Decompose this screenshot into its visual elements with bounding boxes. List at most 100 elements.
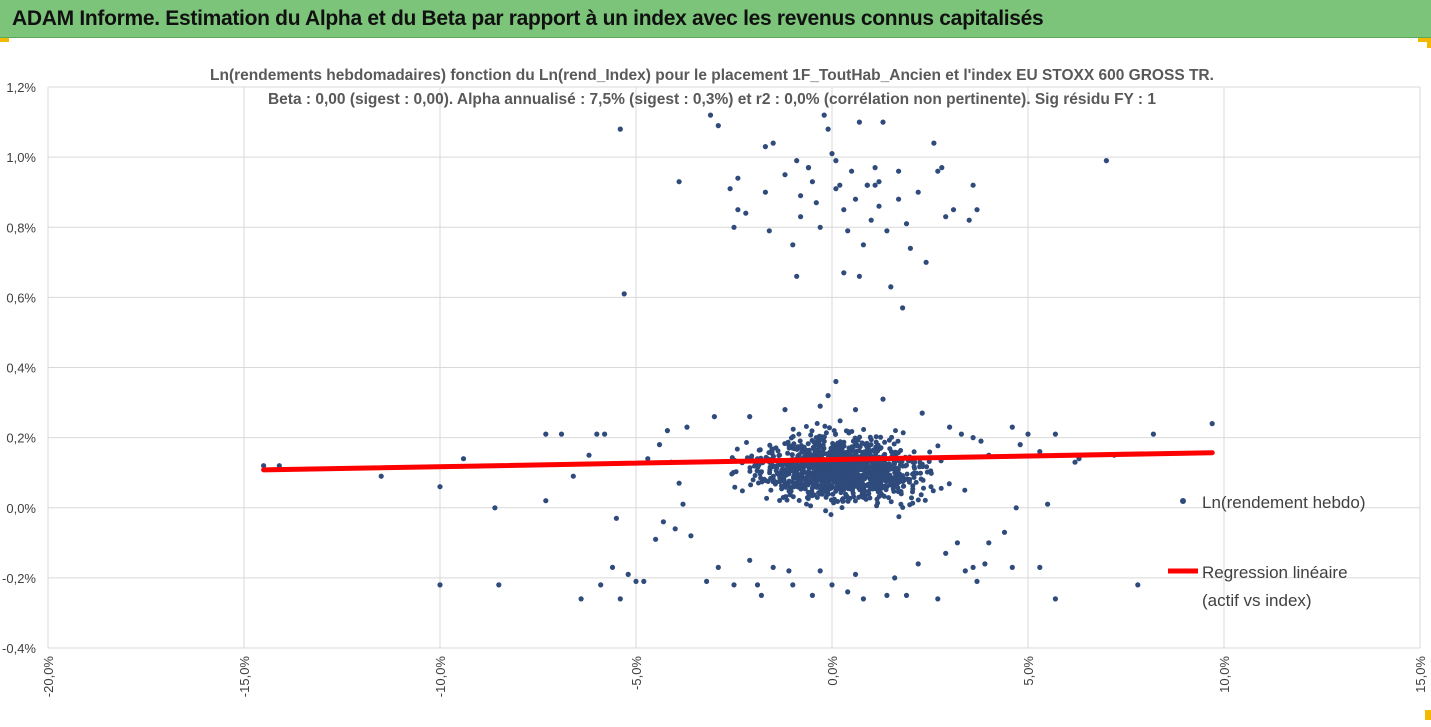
data-point bbox=[617, 596, 623, 602]
data-point bbox=[1009, 564, 1015, 571]
data-point bbox=[903, 592, 910, 599]
data-point bbox=[867, 495, 873, 501]
data-point bbox=[927, 449, 933, 455]
data-point bbox=[754, 582, 761, 588]
data-point bbox=[820, 480, 826, 486]
data-point bbox=[805, 441, 811, 447]
data-point bbox=[896, 196, 902, 202]
data-point bbox=[880, 477, 885, 483]
data-point bbox=[879, 473, 885, 479]
data-point bbox=[970, 182, 976, 188]
data-point bbox=[818, 452, 823, 458]
data-point bbox=[943, 214, 949, 220]
data-point bbox=[785, 450, 791, 456]
corner-mark-left bbox=[0, 38, 9, 42]
legend-label-line-2: (actif vs index) bbox=[1202, 591, 1312, 610]
data-point bbox=[846, 445, 852, 451]
data-point bbox=[861, 476, 867, 482]
data-point bbox=[821, 112, 827, 118]
data-point bbox=[798, 478, 804, 484]
data-point bbox=[782, 441, 788, 447]
data-point bbox=[888, 284, 894, 290]
data-point bbox=[804, 501, 809, 507]
data-point bbox=[886, 495, 892, 501]
data-point bbox=[880, 119, 886, 125]
data-point bbox=[872, 165, 878, 171]
data-point bbox=[800, 469, 806, 475]
data-point bbox=[877, 489, 883, 495]
data-point bbox=[1009, 424, 1015, 430]
data-point bbox=[609, 564, 616, 571]
data-point bbox=[841, 270, 847, 276]
data-point bbox=[578, 596, 584, 602]
data-point bbox=[794, 273, 800, 279]
data-point bbox=[821, 434, 827, 440]
data-point bbox=[913, 479, 919, 485]
data-point bbox=[1103, 158, 1109, 164]
data-point bbox=[947, 424, 953, 430]
data-point bbox=[809, 179, 816, 185]
data-point bbox=[759, 469, 764, 475]
data-point bbox=[858, 462, 864, 468]
x-tick-label: 5,0% bbox=[1021, 656, 1036, 686]
data-point bbox=[920, 477, 926, 483]
y-tick-label: -0,2% bbox=[2, 571, 36, 586]
data-point bbox=[770, 446, 776, 452]
corner-mark-right-vertical bbox=[1427, 38, 1431, 48]
data-point bbox=[843, 470, 848, 476]
data-point bbox=[688, 533, 694, 539]
data-point bbox=[903, 221, 910, 227]
data-point bbox=[871, 473, 876, 479]
data-point bbox=[828, 512, 834, 518]
data-point bbox=[558, 431, 565, 437]
data-point bbox=[704, 578, 710, 585]
data-point bbox=[768, 487, 774, 493]
data-point bbox=[866, 482, 872, 488]
regression-line bbox=[261, 450, 1215, 473]
x-tick-label: -20,0% bbox=[41, 656, 56, 698]
data-point bbox=[863, 468, 869, 473]
data-point bbox=[770, 564, 776, 571]
data-point bbox=[543, 431, 549, 437]
data-point bbox=[790, 445, 796, 451]
data-point bbox=[791, 441, 797, 447]
data-point bbox=[800, 449, 806, 455]
data-point bbox=[970, 564, 976, 571]
data-point bbox=[586, 452, 592, 458]
data-point bbox=[811, 446, 817, 452]
y-tick-label: 0,8% bbox=[6, 220, 36, 235]
data-point bbox=[767, 470, 773, 476]
data-point bbox=[837, 418, 843, 424]
data-point bbox=[919, 410, 925, 416]
data-point bbox=[859, 440, 865, 446]
data-point bbox=[922, 497, 928, 503]
data-point bbox=[825, 393, 831, 399]
data-point bbox=[868, 217, 874, 223]
data-point bbox=[781, 477, 787, 483]
data-point bbox=[747, 468, 753, 474]
data-point bbox=[950, 207, 957, 213]
y-tick-label: 0,0% bbox=[6, 501, 36, 516]
data-point bbox=[830, 442, 836, 448]
data-point bbox=[747, 414, 753, 420]
data-point bbox=[852, 571, 859, 578]
data-point bbox=[935, 596, 941, 602]
data-point bbox=[782, 407, 788, 413]
data-point bbox=[867, 434, 873, 440]
data-point bbox=[815, 477, 821, 483]
data-point bbox=[816, 490, 822, 496]
data-point bbox=[861, 488, 867, 494]
data-point bbox=[437, 484, 443, 490]
data-point bbox=[803, 424, 809, 429]
data-point bbox=[849, 168, 855, 174]
data-point bbox=[857, 476, 863, 482]
data-point bbox=[930, 488, 936, 494]
data-point bbox=[895, 489, 901, 495]
data-point bbox=[672, 526, 678, 532]
data-point bbox=[758, 592, 765, 599]
data-point bbox=[798, 214, 804, 220]
y-tick-label: 1,0% bbox=[6, 150, 36, 165]
data-point bbox=[912, 465, 917, 471]
data-point bbox=[832, 465, 838, 471]
data-point bbox=[798, 193, 804, 199]
